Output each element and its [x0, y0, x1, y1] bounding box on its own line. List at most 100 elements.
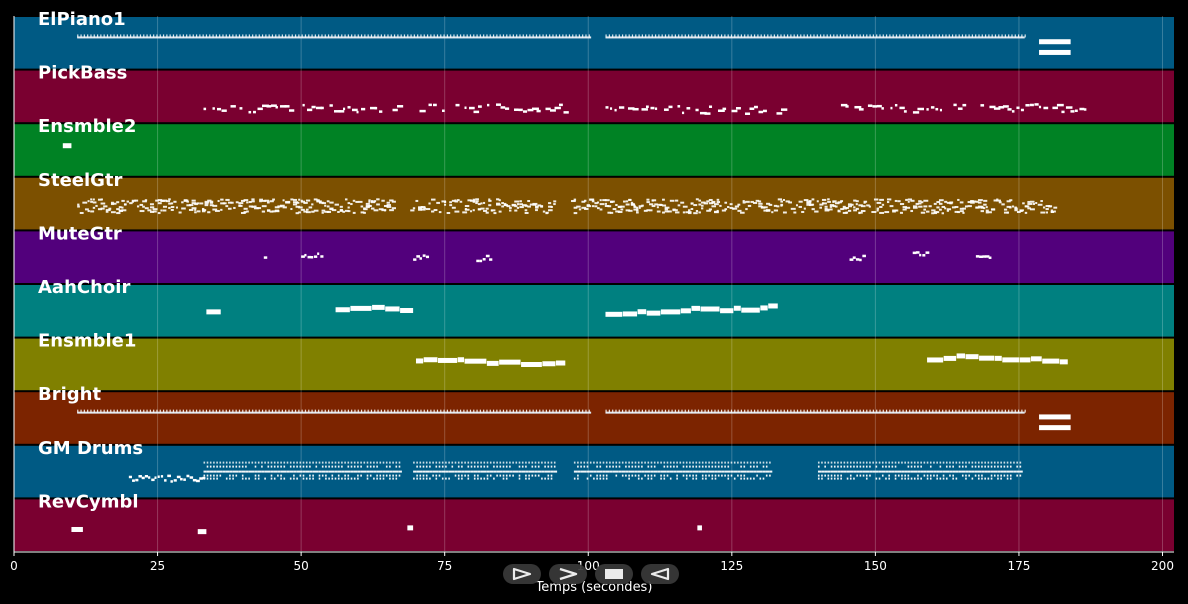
note [730, 461, 733, 464]
note [488, 204, 492, 207]
note-tick [568, 34, 571, 38]
note [267, 465, 270, 468]
note [899, 211, 903, 214]
note [644, 461, 646, 464]
note [901, 470, 905, 473]
note [721, 465, 723, 468]
note-tick [351, 34, 353, 38]
note-tick [909, 409, 911, 413]
note [216, 474, 218, 477]
note [733, 461, 736, 464]
note [289, 109, 295, 112]
note-tick [885, 34, 888, 38]
note [676, 461, 678, 464]
note [819, 203, 824, 206]
note-tick [661, 34, 663, 38]
note [257, 470, 262, 473]
note [965, 461, 967, 464]
note [847, 205, 852, 208]
note [519, 200, 522, 203]
note [936, 211, 940, 214]
note [837, 461, 839, 464]
play-forward-button[interactable] [503, 564, 541, 584]
note [583, 465, 586, 468]
note [612, 208, 617, 211]
note [612, 461, 614, 464]
note [528, 477, 530, 480]
stop-button[interactable] [595, 564, 633, 584]
note [344, 474, 346, 477]
note [708, 198, 713, 201]
note-tick [687, 34, 690, 38]
note [344, 198, 348, 201]
note-group [573, 461, 773, 480]
note [318, 201, 321, 204]
note [216, 477, 218, 480]
note-tick [469, 409, 472, 413]
note [238, 204, 243, 207]
note [589, 470, 594, 473]
note [971, 465, 974, 468]
note [523, 110, 528, 113]
note [599, 474, 602, 477]
note [425, 470, 430, 473]
note [369, 465, 372, 468]
note-tick [298, 34, 300, 38]
note [854, 105, 862, 109]
note [650, 461, 653, 464]
note [536, 109, 541, 113]
note-tick [780, 409, 782, 413]
note [151, 478, 155, 482]
note [337, 210, 340, 213]
note [596, 465, 598, 468]
note [385, 474, 388, 477]
note-tick [562, 409, 564, 413]
note [263, 256, 268, 259]
note [1050, 209, 1054, 212]
note-tick [199, 34, 201, 38]
note [971, 470, 975, 473]
note-tick [219, 409, 221, 413]
note [229, 470, 233, 473]
note-tick [149, 34, 151, 38]
note [573, 212, 578, 215]
note [604, 205, 610, 208]
note [1006, 477, 1009, 480]
note [509, 206, 512, 209]
note [485, 207, 489, 210]
note [656, 206, 659, 209]
note [274, 209, 280, 212]
note [853, 206, 856, 209]
note [108, 207, 112, 210]
note [596, 474, 598, 477]
note-group [203, 103, 569, 114]
note-tick [654, 34, 657, 38]
note-tick [413, 34, 415, 38]
note [370, 200, 374, 203]
note-tick [866, 409, 868, 413]
note [675, 209, 678, 212]
note [910, 477, 913, 480]
next-button[interactable] [549, 564, 587, 584]
note [1011, 110, 1015, 113]
note-tick [836, 409, 838, 413]
note [621, 461, 624, 464]
note [499, 465, 502, 468]
note [1027, 202, 1033, 205]
note [850, 203, 854, 206]
note [528, 474, 530, 477]
reverse-button[interactable] [641, 564, 679, 584]
note [989, 105, 996, 109]
note-tick [473, 409, 475, 413]
note [441, 477, 444, 480]
note [853, 477, 855, 480]
note [727, 474, 730, 477]
note [981, 477, 983, 480]
note [534, 465, 537, 468]
note [473, 461, 476, 464]
note [859, 258, 862, 262]
note [477, 465, 479, 468]
note [680, 201, 685, 204]
note [669, 477, 672, 480]
note-tick [575, 409, 577, 413]
